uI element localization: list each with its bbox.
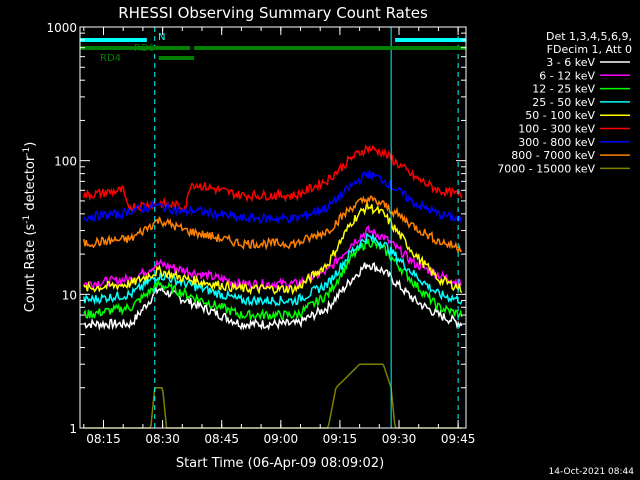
plot-area [83, 144, 463, 429]
state-bar-label: RD0 [134, 43, 155, 54]
y-tick-label: 1000 [46, 21, 77, 35]
y-tick-labels: 1 10 100 1000 [46, 21, 77, 436]
x-tick-labels: 08:15 08:30 08:45 09:00 09:15 09:30 09:45 [86, 432, 475, 446]
legend-header-line-2: FDecim 1, Att 0 [547, 43, 632, 56]
y-axis-label: Count Rate (s-1 detector-1) [22, 142, 38, 313]
y-tick-label: 1 [69, 422, 77, 436]
legend-header-line-1: Det 1,3,4,5,6,9, [546, 30, 632, 43]
x-tick-label: 09:45 [441, 432, 476, 446]
x-tick-label: 09:30 [382, 432, 417, 446]
legend: Det 1,3,4,5,6,9, FDecim 1, Att 0 3 - 6 k… [497, 30, 632, 175]
series-line [83, 232, 463, 307]
legend-label: 300 - 800 keV [518, 136, 595, 149]
x-tick-label: 08:15 [86, 432, 121, 446]
state-bar-label: N [158, 32, 165, 43]
axes [79, 26, 467, 429]
legend-label: 50 - 100 keV [525, 109, 595, 122]
series-line [83, 195, 462, 254]
series-line [83, 201, 463, 296]
series-line [83, 363, 462, 429]
timestamp: 14-Oct-2021 08:44 [549, 467, 635, 477]
legend-label: 800 - 7000 keV [511, 149, 595, 162]
series-line [83, 170, 463, 225]
legend-label: 100 - 300 keV [518, 123, 595, 136]
plot-frame [79, 26, 467, 429]
x-tick-label: 09:15 [323, 432, 358, 446]
legend-label: 6 - 12 keV [539, 69, 595, 82]
x-tick-label: 09:00 [264, 432, 299, 446]
legend-label: 3 - 6 keV [546, 56, 595, 69]
y-tick-label: 100 [54, 155, 77, 169]
series-line [83, 144, 463, 213]
x-axis-label: Start Time (06-Apr-09 08:09:02) [176, 456, 384, 471]
chart-title: RHESSI Observing Summary Count Rates [118, 4, 428, 22]
state-bar-label: RD4 [100, 53, 121, 64]
x-tick-label: 08:45 [204, 432, 239, 446]
y-tick-label: 10 [62, 288, 77, 302]
x-tick-label: 08:30 [145, 432, 180, 446]
series-line [83, 262, 463, 331]
legend-label: 25 - 50 keV [532, 96, 595, 109]
legend-label: 7000 - 15000 keV [497, 162, 595, 175]
series-line [83, 238, 463, 321]
legend-label: 12 - 25 keV [532, 83, 595, 96]
series-line [83, 225, 462, 291]
